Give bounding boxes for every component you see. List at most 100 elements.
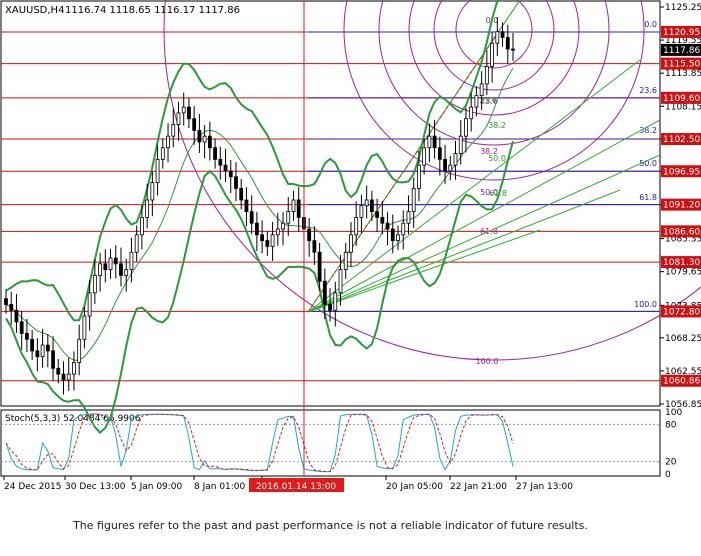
candle-body [4, 298, 8, 305]
candle-body [249, 211, 254, 224]
price-tick-label: 1062.55 [665, 367, 701, 377]
candle-body [129, 251, 134, 271]
level-price-box [661, 198, 701, 211]
candle-body [150, 182, 155, 201]
time-tick-label: 5 Jan 09:00 [131, 482, 183, 492]
level-price-box [661, 91, 701, 104]
candle-body [469, 106, 474, 120]
candle-body [265, 240, 270, 247]
candle-body [61, 373, 66, 381]
disclaimer-text: The figures refer to the past and past p… [73, 519, 588, 532]
candle-body [406, 211, 411, 224]
fib-fan-line [307, 189, 621, 313]
bollinger-upper-line [5, 0, 500, 322]
candle-body [25, 333, 29, 340]
candle-body [338, 269, 343, 294]
candle-body [317, 251, 322, 282]
candle-body [113, 257, 118, 265]
candle-body [19, 321, 24, 334]
candle-body [66, 373, 71, 381]
current-price-label: 1117.86 [663, 46, 700, 56]
bollinger-middle-line [5, 68, 514, 361]
candle-body [134, 234, 139, 253]
stoch-tick-label: 0 [665, 470, 671, 480]
candle-body [155, 158, 160, 183]
candle-body [30, 338, 35, 352]
candle-body [40, 344, 45, 358]
candle-body [51, 350, 55, 369]
candle-body [505, 37, 510, 50]
fib-level-label: 100.0 [634, 300, 657, 309]
candle-body [401, 222, 406, 236]
price-tick-label: 1079.65 [665, 268, 701, 278]
time-tick-label: 20 Jan 05:00 [386, 482, 443, 492]
candle-body [458, 135, 463, 154]
fib-level-label: 61.8 [639, 193, 657, 202]
candle-body [239, 187, 244, 201]
candle-body [197, 129, 202, 143]
level-price-box [661, 305, 701, 318]
time-tick-label: 22 Jan 21:00 [450, 482, 507, 492]
fib-fan-label: 38.2 [488, 121, 506, 130]
candle-body [187, 106, 191, 120]
candle-body [176, 112, 181, 125]
candle-body [495, 31, 500, 44]
candle-body [390, 228, 395, 242]
candle-body [218, 158, 223, 166]
candle-body [45, 344, 50, 352]
candle-body [124, 269, 129, 276]
fib-arc [408, 0, 580, 116]
price-tick-label: 1125.25 [665, 3, 701, 13]
candle-body [396, 234, 400, 242]
candle-body [359, 205, 364, 218]
candle-body [453, 153, 458, 166]
candle-body [207, 135, 212, 149]
candle-body [108, 257, 113, 271]
candle-body [448, 164, 453, 172]
candle-body [145, 199, 150, 218]
candle-body [92, 275, 97, 294]
candle-body [244, 199, 249, 212]
fib-arc [343, 0, 645, 181]
candle-body [192, 118, 197, 131]
candle-body [254, 222, 259, 236]
candle-body [181, 106, 186, 114]
level-price-label: 1081.30 [663, 258, 700, 268]
price-tick-label: 1056.85 [665, 400, 701, 410]
time-tick-label: 30 Dec 13:00 [65, 482, 126, 492]
fib-arc [433, 0, 555, 91]
level-price-label: 1102.50 [663, 135, 700, 145]
candle-body [343, 251, 348, 271]
fib-arc [163, 0, 701, 361]
candle-body [490, 42, 494, 67]
stoch-tick-label: 20 [665, 458, 677, 468]
candle-body [411, 187, 416, 212]
candle-body [474, 95, 479, 108]
candle-body [443, 158, 447, 172]
fib-level-label: 38.2 [639, 126, 657, 135]
candle-body [364, 199, 369, 207]
candle-body [333, 292, 338, 311]
fib-fan-label: 23.6 [479, 96, 497, 105]
level-price-box [661, 25, 701, 38]
fib-arc-label: 50.0 [480, 188, 498, 197]
candle-body [260, 234, 265, 242]
stoch-tick-label: 100 [665, 408, 682, 418]
candle-body [484, 66, 489, 85]
crosshair-time-box [249, 478, 344, 492]
candle-body [87, 292, 92, 317]
candle-body [349, 234, 353, 253]
price-tick-label: 1085.35 [665, 235, 701, 245]
level-price-label: 1115.50 [663, 60, 700, 70]
candle-body [213, 147, 217, 160]
candle-body [427, 135, 432, 149]
candle-body [500, 31, 505, 38]
ohlc-header: XAUUSD,H4 [5, 5, 64, 16]
stoch-signal-line [5, 413, 514, 473]
current-price-box [661, 43, 701, 56]
ohlc-values: 1116.74 1118.65 1116.17 1117.86 [65, 5, 240, 16]
price-tick-label: 1119.55 [665, 36, 701, 46]
candle-body [166, 135, 170, 149]
